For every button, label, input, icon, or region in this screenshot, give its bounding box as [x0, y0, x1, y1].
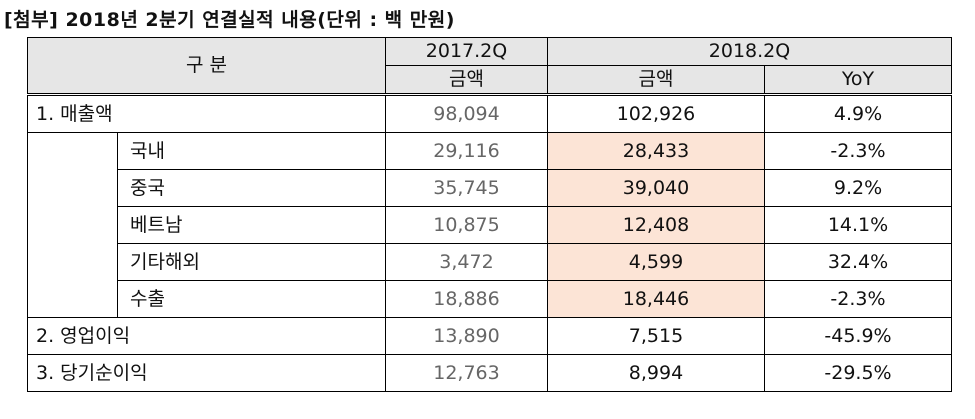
indent-cell [27, 132, 118, 318]
header-amount-curr: 금액 [547, 65, 765, 96]
value-curr: 8,994 [547, 354, 765, 392]
row-label: 수출 [117, 280, 386, 318]
value-prev: 18,886 [385, 280, 548, 318]
value-yoy: 32.4% [764, 243, 952, 281]
value-prev: 10,875 [385, 206, 548, 244]
table-row-net-income: 3. 당기순이익 12,763 8,994 -29.5% [27, 354, 952, 392]
value-yoy: 4.9% [764, 94, 952, 133]
value-curr: 7,515 [547, 317, 765, 355]
header-gubun: 구 분 [27, 37, 386, 96]
value-yoy: -29.5% [764, 354, 952, 392]
table-row-china: 중국 35,745 39,040 9.2% [28, 169, 952, 207]
header-period-2017-2q: 2017.2Q [385, 37, 548, 66]
header-yoy: YoY [764, 65, 952, 96]
value-prev: 12,763 [385, 354, 548, 392]
table-row-vietnam: 베트남 10,875 12,408 14.1% [28, 206, 952, 244]
row-label: 기타해외 [117, 243, 386, 281]
header-period-2018-2q: 2018.2Q [547, 37, 952, 66]
row-label: 1. 매출액 [27, 94, 386, 133]
row-label: 중국 [117, 169, 386, 207]
table-row-domestic: 국내 29,116 28,433 -2.3% [27, 132, 952, 318]
value-curr: 18,446 [547, 280, 765, 318]
value-prev: 29,116 [385, 132, 548, 170]
row-label: 국내 [117, 132, 386, 170]
header-row-columns: 금액 금액 YoY [28, 65, 952, 96]
row-label: 2. 영업이익 [27, 317, 386, 355]
results-table: 구 분 2017.2Q 2018.2Q 금액 금액 YoY 1. 매출액 98,… [27, 37, 952, 392]
table-row-operating-profit: 2. 영업이익 13,890 7,515 -45.9% [27, 317, 952, 355]
value-prev: 3,472 [385, 243, 548, 281]
row-label: 베트남 [117, 206, 386, 244]
value-curr: 28,433 [547, 132, 765, 170]
value-yoy: -2.3% [764, 280, 952, 318]
table-row-export: 수출 18,886 18,446 -2.3% [28, 280, 952, 318]
value-prev: 98,094 [385, 94, 548, 133]
value-yoy: 9.2% [764, 169, 952, 207]
page-title: [첨부] 2018년 2분기 연결실적 내용(단위 : 백 만원) [4, 9, 455, 31]
value-prev: 13,890 [385, 317, 548, 355]
row-label: 3. 당기순이익 [27, 354, 386, 392]
value-curr: 12,408 [547, 206, 765, 244]
value-curr: 39,040 [547, 169, 765, 207]
value-yoy: -2.3% [764, 132, 952, 170]
table-row-other-overseas: 기타해외 3,472 4,599 32.4% [28, 243, 952, 281]
header-row-periods: 구 분 2017.2Q 2018.2Q [27, 37, 952, 96]
value-curr: 4,599 [547, 243, 765, 281]
value-curr: 102,926 [547, 94, 765, 133]
value-prev: 35,745 [385, 169, 548, 207]
table-row-sales: 1. 매출액 98,094 102,926 4.9% [27, 94, 952, 133]
value-yoy: -45.9% [764, 317, 952, 355]
value-yoy: 14.1% [764, 206, 952, 244]
header-amount-prev: 금액 [385, 65, 548, 96]
